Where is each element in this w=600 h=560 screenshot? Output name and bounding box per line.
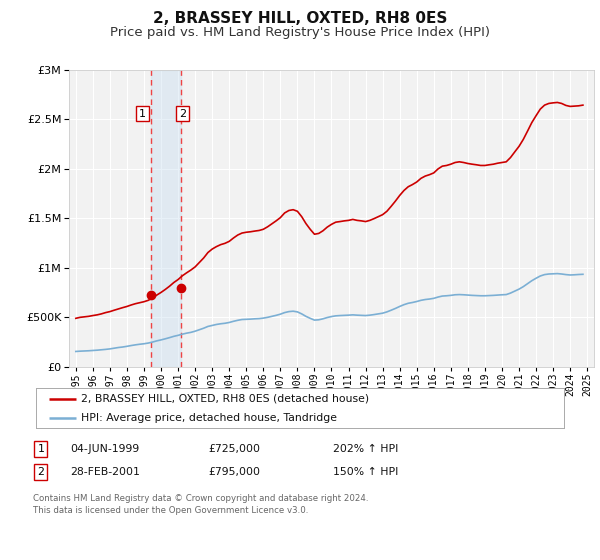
Text: Contains HM Land Registry data © Crown copyright and database right 2024.
This d: Contains HM Land Registry data © Crown c…	[33, 494, 368, 515]
Text: 1: 1	[139, 109, 146, 119]
Text: £725,000: £725,000	[208, 444, 260, 454]
Text: 2, BRASSEY HILL, OXTED, RH8 0ES (detached house): 2, BRASSEY HILL, OXTED, RH8 0ES (detache…	[81, 394, 369, 404]
Text: 04-JUN-1999: 04-JUN-1999	[70, 444, 140, 454]
Text: HPI: Average price, detached house, Tandridge: HPI: Average price, detached house, Tand…	[81, 413, 337, 423]
Text: 1: 1	[37, 444, 44, 454]
Text: Price paid vs. HM Land Registry's House Price Index (HPI): Price paid vs. HM Land Registry's House …	[110, 26, 490, 39]
Text: 150% ↑ HPI: 150% ↑ HPI	[334, 467, 398, 477]
Text: 2: 2	[37, 467, 44, 477]
Bar	[151, 70, 181, 367]
Text: 28-FEB-2001: 28-FEB-2001	[70, 467, 140, 477]
Text: £795,000: £795,000	[208, 467, 260, 477]
Text: 2: 2	[179, 109, 186, 119]
Text: 202% ↑ HPI: 202% ↑ HPI	[334, 444, 398, 454]
Text: 2, BRASSEY HILL, OXTED, RH8 0ES: 2, BRASSEY HILL, OXTED, RH8 0ES	[153, 11, 447, 26]
